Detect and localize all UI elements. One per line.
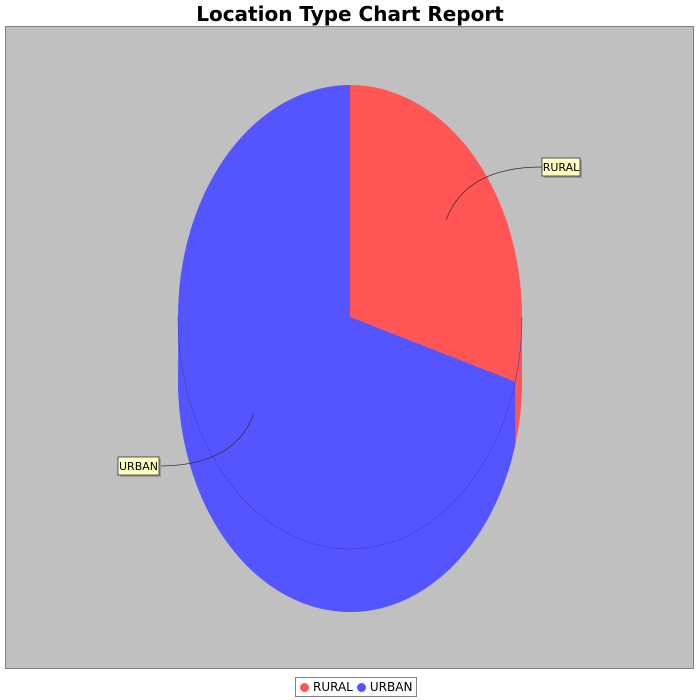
label-text-urban: URBAN [119, 460, 158, 473]
label-text-rural: RURAL [543, 161, 580, 174]
legend: RURAL URBAN [295, 677, 418, 697]
label-box-urban [117, 456, 160, 476]
legend-swatch-rural [300, 682, 309, 692]
legend-item-rural: RURAL [300, 680, 353, 694]
label-leader-rural [445, 166, 543, 220]
pie-slice-urban [178, 85, 516, 550]
chart-title: Location Type Chart Report [196, 2, 504, 26]
legend-label-rural: RURAL [313, 680, 353, 694]
pie-top-edge [177, 316, 523, 550]
pie-wall-urban [178, 325, 516, 612]
label-leader-urban [158, 414, 255, 467]
legend-swatch-urban [356, 682, 366, 692]
pie-top [177, 85, 523, 550]
legend-item-urban: URBAN [356, 680, 413, 694]
label-box-rural [541, 157, 581, 177]
legend-label-urban: URBAN [369, 680, 413, 694]
pie-labels: RURAL URBAN [117, 157, 582, 477]
pie-slice-rural [350, 85, 522, 382]
